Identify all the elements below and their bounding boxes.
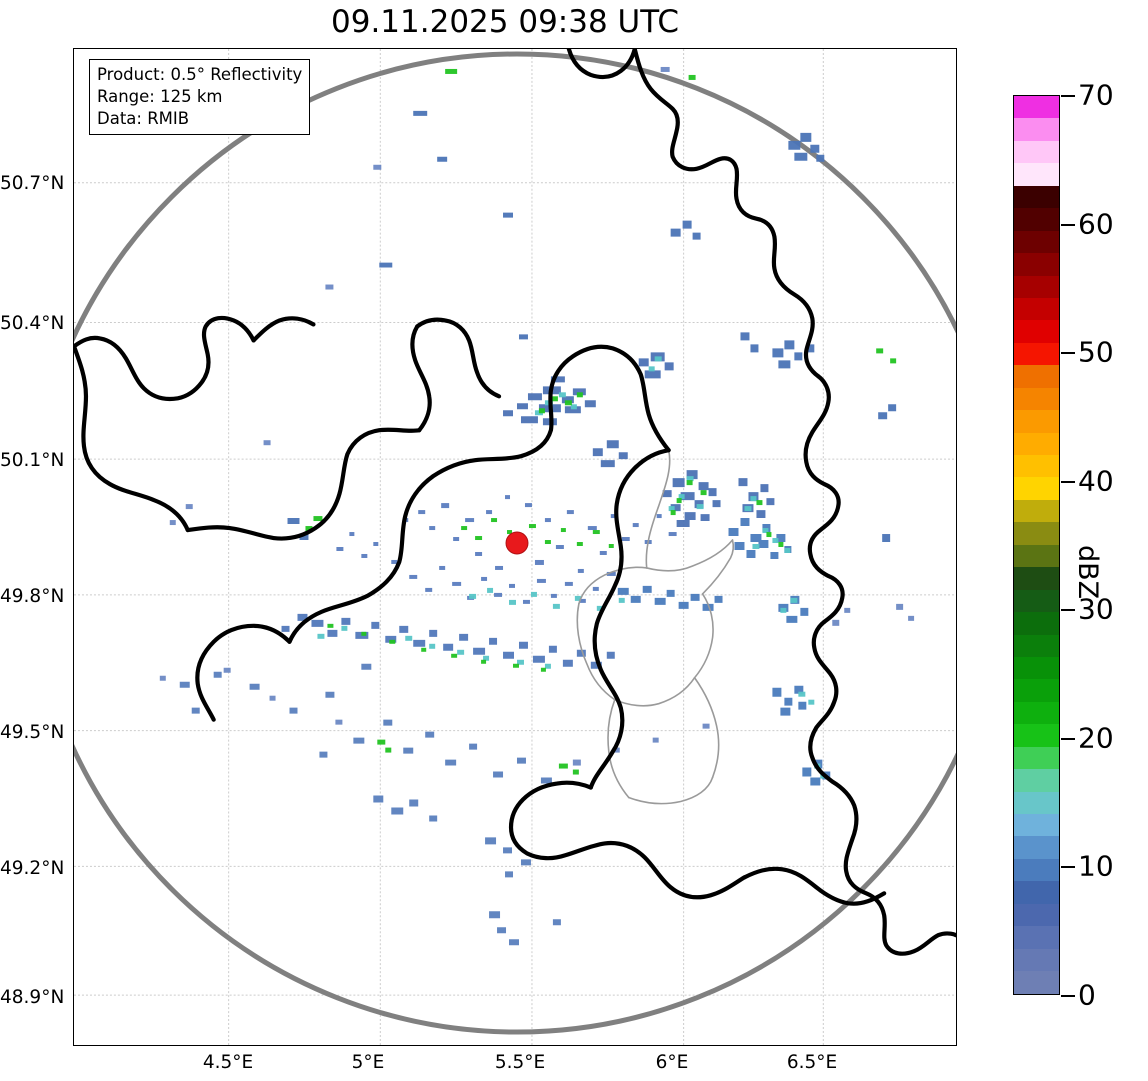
colorbar-band — [1014, 140, 1059, 164]
colorbar-band — [1014, 477, 1059, 500]
info-data-line: Data: RMIB — [97, 108, 190, 128]
colorbar-band — [1014, 948, 1059, 972]
colorbar-band — [1014, 163, 1059, 186]
colorbar-tick — [1061, 352, 1075, 354]
page-title: 09.11.2025 09:38 UTC — [331, 4, 679, 40]
colorbar-band — [1014, 118, 1059, 141]
colorbar-band — [1014, 903, 1059, 927]
colorbar-band — [1014, 858, 1059, 882]
colorbar-band — [1014, 612, 1059, 635]
colorbar-band — [1014, 522, 1059, 545]
y-tick-label: 50.1°N — [0, 450, 65, 471]
colorbar-band — [1014, 342, 1059, 366]
colorbar-band — [1014, 679, 1059, 702]
colorbar-tick-label: 10 — [1078, 849, 1114, 883]
colorbar-band — [1014, 971, 1059, 994]
colorbar-tick-label: 40 — [1078, 464, 1114, 498]
colorbar-band — [1014, 544, 1059, 568]
colorbar-axis-label: dBZ — [1072, 545, 1103, 600]
colorbar-band — [1014, 387, 1059, 411]
colorbar-band — [1014, 769, 1059, 792]
colorbar-band — [1014, 320, 1059, 343]
radar-map-svg — [74, 49, 956, 1045]
colorbar-band — [1014, 499, 1059, 523]
radar-echo-layer — [159, 66, 915, 946]
colorbar-tick — [1061, 609, 1075, 611]
colorbar-band — [1014, 926, 1059, 949]
colorbar-band — [1014, 724, 1059, 747]
colorbar-band — [1014, 701, 1059, 725]
colorbar-band — [1014, 567, 1059, 590]
colorbar-band — [1014, 96, 1059, 119]
colorbar[interactable] — [1013, 95, 1060, 995]
x-tick-label: 4.5°E — [202, 1052, 254, 1073]
radar-map-plot[interactable]: Product: 0.5° Reflectivity Range: 125 km… — [73, 48, 957, 1046]
colorbar-band — [1014, 253, 1059, 276]
colorbar-band — [1014, 185, 1059, 209]
colorbar-tick-label: 30 — [1078, 592, 1114, 626]
country-borders — [74, 49, 956, 956]
colorbar-tick — [1061, 738, 1075, 740]
y-tick-label: 49.8°N — [0, 586, 65, 607]
province-borders — [576, 449, 735, 805]
colorbar-band — [1014, 791, 1059, 814]
x-tick-label: 5°E — [351, 1052, 385, 1073]
colorbar-band — [1014, 455, 1059, 478]
colorbar-tick-label: 20 — [1078, 721, 1114, 755]
colorbar-band — [1014, 589, 1059, 613]
colorbar-band — [1014, 230, 1059, 254]
colorbar-tick-label: 60 — [1078, 207, 1114, 241]
colorbar-band — [1014, 297, 1059, 321]
y-tick-label: 48.9°N — [0, 987, 65, 1008]
colorbar-band — [1014, 746, 1059, 770]
info-range-line: Range: 125 km — [97, 86, 223, 106]
colorbar-tick — [1061, 224, 1075, 226]
colorbar-band — [1014, 881, 1059, 904]
colorbar-band — [1014, 275, 1059, 298]
colorbar-tick-label: 70 — [1078, 78, 1114, 112]
colorbar-band — [1014, 634, 1059, 657]
colorbar-tick — [1061, 481, 1075, 483]
x-tick-label: 5.5°E — [494, 1052, 546, 1073]
colorbar-band — [1014, 410, 1059, 433]
range-ring-125km — [74, 51, 956, 1035]
colorbar-band — [1014, 432, 1059, 455]
y-tick-label: 49.5°N — [0, 722, 65, 743]
map-gridlines — [74, 49, 956, 1045]
colorbar-tick-label: 50 — [1078, 335, 1114, 369]
x-tick-label: 6.5°E — [786, 1052, 838, 1073]
x-tick-label: 6°E — [655, 1052, 689, 1073]
info-box: Product: 0.5° Reflectivity Range: 125 km… — [89, 59, 311, 136]
colorbar-tick-label: 0 — [1078, 978, 1096, 1012]
colorbar-tick — [1061, 866, 1075, 868]
y-tick-label: 50.7°N — [0, 173, 65, 194]
colorbar-tick — [1061, 95, 1075, 97]
radar-site-marker — [505, 531, 529, 555]
colorbar-band — [1014, 814, 1059, 837]
info-product-line: Product: 0.5° Reflectivity — [97, 65, 303, 84]
colorbar-tick — [1061, 995, 1075, 997]
y-tick-label: 49.2°N — [0, 858, 65, 879]
y-tick-label: 50.4°N — [0, 313, 65, 334]
colorbar-band — [1014, 208, 1059, 231]
colorbar-band — [1014, 365, 1059, 388]
colorbar-band — [1014, 836, 1059, 859]
colorbar-band — [1014, 656, 1059, 680]
